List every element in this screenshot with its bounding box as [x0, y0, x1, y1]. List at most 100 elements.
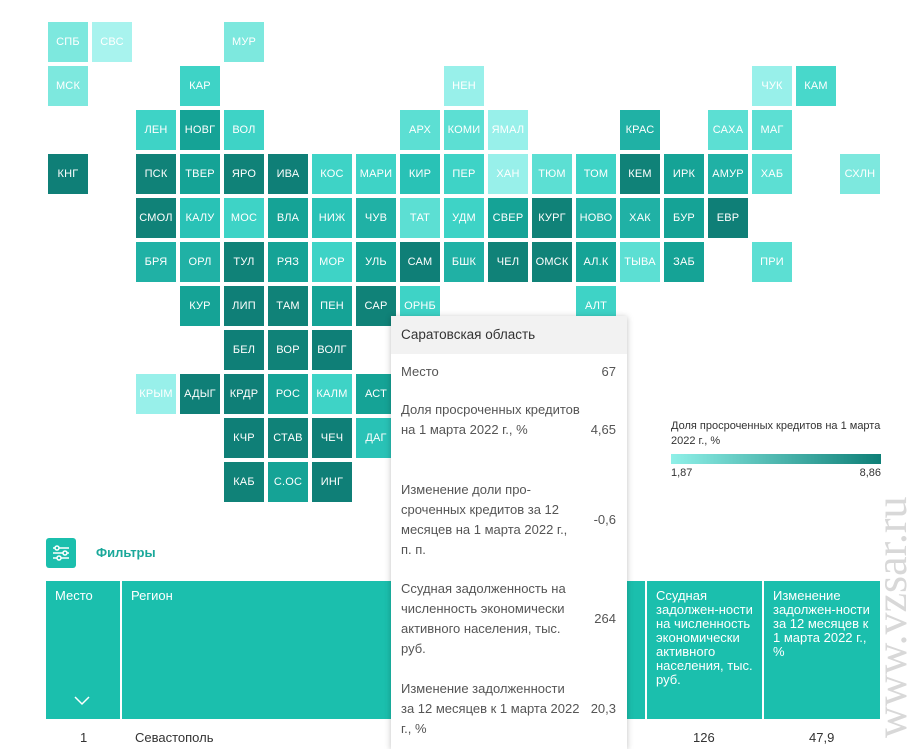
region-tile-21[interactable]: ИВА [268, 154, 308, 194]
region-tile-15[interactable]: САХА [708, 110, 748, 150]
col-header-region[interactable]: Регион [122, 581, 391, 719]
region-tile-2[interactable]: МУР [224, 22, 264, 62]
region-tile-49[interactable]: ОРЛ [180, 242, 220, 282]
region-tile-63[interactable]: ЛИП [224, 286, 264, 326]
region-tile-39[interactable]: ЧУВ [356, 198, 396, 238]
region-tile-42[interactable]: СВЕР [488, 198, 528, 238]
region-tile-31[interactable]: АМУР [708, 154, 748, 194]
region-tile-12[interactable]: КОМИ [444, 110, 484, 150]
cell-place: 1 [80, 730, 88, 745]
region-tile-10[interactable]: ВОЛ [224, 110, 264, 150]
region-tile-60[interactable]: ЗАБ [664, 242, 704, 282]
tooltip-value: 264 [594, 611, 616, 626]
region-tile-36[interactable]: МОС [224, 198, 264, 238]
region-tile-48[interactable]: БРЯ [136, 242, 176, 282]
region-tile-4[interactable]: КАР [180, 66, 220, 106]
region-tile-22[interactable]: КОС [312, 154, 352, 194]
region-tile-77[interactable]: АСТ [356, 374, 396, 414]
region-tile-38[interactable]: НИЖ [312, 198, 352, 238]
filters-button[interactable] [46, 538, 76, 568]
region-tile-41[interactable]: УДМ [444, 198, 484, 238]
region-tile-76[interactable]: КАЛМ [312, 374, 352, 414]
region-tile-59[interactable]: ТЫВА [620, 242, 660, 282]
svg-text:www.vzsar.ru: www.vzsar.ru [868, 496, 916, 738]
region-tile-28[interactable]: ТОМ [576, 154, 616, 194]
region-tile-20[interactable]: ЯРО [224, 154, 264, 194]
region-tile-0[interactable]: СПБ [48, 22, 88, 62]
region-tile-23[interactable]: МАРИ [356, 154, 396, 194]
tooltip-label: Изменение задолженности за 12 месяцев к … [401, 681, 580, 736]
tooltip-row-overdue-change: Изменение доли про-сроченных кредитов за… [401, 480, 616, 562]
region-tile-55[interactable]: БШК [444, 242, 484, 282]
region-tile-3[interactable]: МСК [48, 66, 88, 106]
region-tile-58[interactable]: АЛ.К [576, 242, 616, 282]
region-tile-11[interactable]: АРХ [400, 110, 440, 150]
region-tile-46[interactable]: БУР [664, 198, 704, 238]
region-tile-69[interactable]: БЕЛ [224, 330, 264, 370]
region-tile-56[interactable]: ЧЕЛ [488, 242, 528, 282]
region-tile-75[interactable]: РОС [268, 374, 308, 414]
region-tile-9[interactable]: НОВГ [180, 110, 220, 150]
region-tile-47[interactable]: ЕВР [708, 198, 748, 238]
region-tile-70[interactable]: ВОР [268, 330, 308, 370]
legend-min: 1,87 [671, 467, 693, 479]
region-tile-26[interactable]: ХАН [488, 154, 528, 194]
region-tile-35[interactable]: КАЛУ [180, 198, 220, 238]
region-tile-16[interactable]: МАГ [752, 110, 792, 150]
region-tile-34[interactable]: СМОЛ [136, 198, 176, 238]
region-tile-61[interactable]: ПРИ [752, 242, 792, 282]
region-tile-78[interactable]: КЧР [224, 418, 264, 458]
region-tile-72[interactable]: КРЫМ [136, 374, 176, 414]
region-tile-62[interactable]: КУР [180, 286, 220, 326]
region-tile-29[interactable]: КЕМ [620, 154, 660, 194]
region-tile-1[interactable]: СВС [92, 22, 132, 62]
region-tile-19[interactable]: ТВЕР [180, 154, 220, 194]
region-tile-64[interactable]: ТАМ [268, 286, 308, 326]
region-tile-43[interactable]: КУРГ [532, 198, 572, 238]
region-tile-7[interactable]: КАМ [796, 66, 836, 106]
region-tile-30[interactable]: ИРК [664, 154, 704, 194]
col-header-debt[interactable]: Ссудная задолжен-ности на численность эк… [647, 581, 762, 719]
col-header-debt-change[interactable]: Изменение задолжен-ности за 12 месяцев к… [764, 581, 880, 719]
region-tile-50[interactable]: ТУЛ [224, 242, 264, 282]
tooltip-row-debt: Ссудная задолженность на численность эко… [401, 579, 616, 661]
region-tile-81[interactable]: ДАГ [356, 418, 396, 458]
region-tile-45[interactable]: ХАК [620, 198, 660, 238]
region-tile-53[interactable]: УЛЬ [356, 242, 396, 282]
region-tile-54[interactable]: САМ [400, 242, 440, 282]
region-tile-80[interactable]: ЧЕЧ [312, 418, 352, 458]
region-tile-37[interactable]: ВЛА [268, 198, 308, 238]
region-tile-84[interactable]: ИНГ [312, 462, 352, 502]
region-tile-66[interactable]: САР [354, 284, 398, 328]
region-tile-18[interactable]: ПСК [136, 154, 176, 194]
region-tile-25[interactable]: ПЕР [444, 154, 484, 194]
region-tile-6[interactable]: ЧУК [752, 66, 792, 106]
region-tile-40[interactable]: ТАТ [400, 198, 440, 238]
region-tile-52[interactable]: МОР [312, 242, 352, 282]
region-tile-32[interactable]: ХАБ [752, 154, 792, 194]
filters-label[interactable]: Фильтры [96, 545, 156, 560]
region-tile-79[interactable]: СТАВ [268, 418, 308, 458]
region-tile-44[interactable]: НОВО [576, 198, 616, 238]
chevron-down-icon[interactable] [74, 696, 90, 706]
region-tile-33[interactable]: СХЛН [840, 154, 880, 194]
region-tile-5[interactable]: НЕН [444, 66, 484, 106]
region-tile-83[interactable]: С.ОС [268, 462, 308, 502]
region-tile-73[interactable]: АДЫГ [180, 374, 220, 414]
region-tile-51[interactable]: РЯЗ [268, 242, 308, 282]
region-tile-24[interactable]: КИР [400, 154, 440, 194]
region-tile-27[interactable]: ТЮМ [532, 154, 572, 194]
region-tile-65[interactable]: ПЕН [312, 286, 352, 326]
col-header-place-label: Место [55, 588, 93, 603]
col-header-place[interactable]: Место [46, 581, 120, 719]
region-tile-14[interactable]: КРАС [620, 110, 660, 150]
region-tooltip: Саратовская область Место 67 Доля просро… [391, 316, 627, 749]
region-tile-17[interactable]: КНГ [48, 154, 88, 194]
region-tile-71[interactable]: ВОЛГ [312, 330, 352, 370]
region-tile-8[interactable]: ЛЕН [136, 110, 176, 150]
region-tile-82[interactable]: КАБ [224, 462, 264, 502]
region-tile-74[interactable]: КРДР [224, 374, 264, 414]
tooltip-value: 4,65 [590, 422, 616, 437]
region-tile-13[interactable]: ЯМАЛ [488, 110, 528, 150]
region-tile-57[interactable]: ОМСК [532, 242, 572, 282]
